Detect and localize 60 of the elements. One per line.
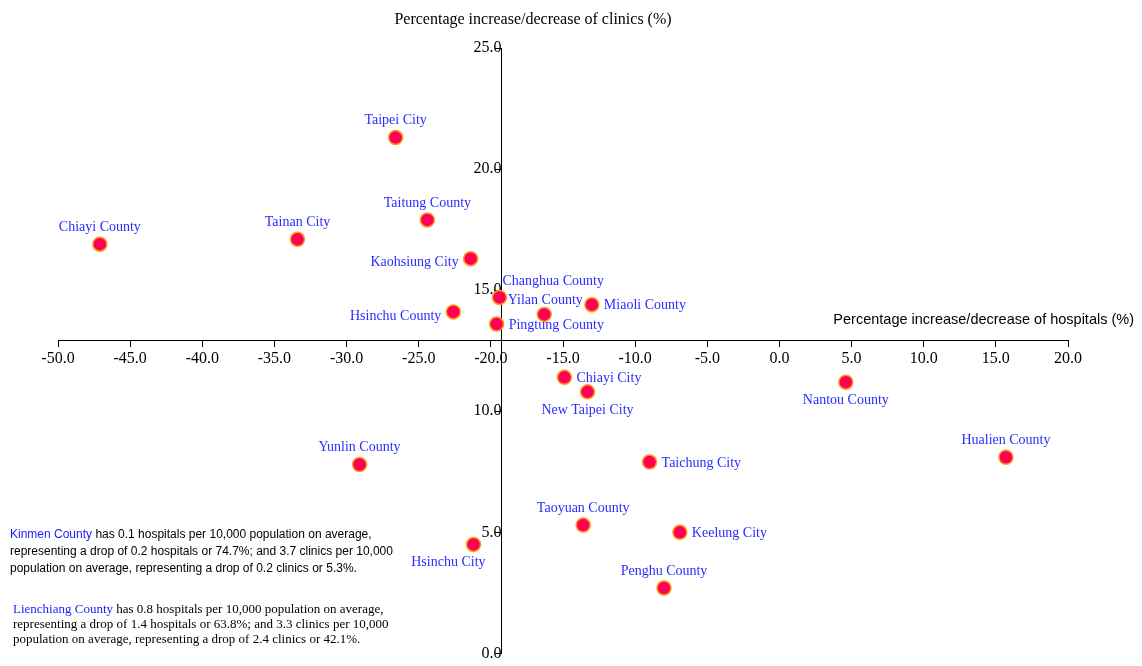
series-label: Penghu County: [620, 562, 708, 578]
series-label: Hsinchu County: [349, 307, 442, 323]
x-tick-label: -35.0: [257, 349, 292, 367]
x-tick-label: -25.0: [402, 349, 436, 367]
point: [641, 454, 658, 470]
point: [998, 449, 1014, 465]
series-label: Yunlin County: [318, 439, 401, 455]
series-label: Pingtung County: [508, 316, 604, 332]
series-label: Taichung City: [661, 454, 742, 470]
x-tick-label: -45.0: [113, 349, 147, 367]
point: [465, 536, 482, 553]
series-label: Nantou County: [802, 391, 889, 407]
x-tick-label: 0.0: [769, 349, 790, 367]
series-label: Taipei City: [364, 112, 427, 128]
series-label: Keelung City: [691, 524, 767, 540]
x-tick-label: -5.0: [694, 349, 720, 367]
y-tick-label: 0.0: [481, 643, 502, 661]
annotation: Kinmen County has 0.1 hospitals per 10,000 population on average, representing a drop of 0.2 hospitals or 74.7%; and 3.7 clinics per 10,000 population on average, representing a drop of 0.2 clinics or 5.3%.: [10, 526, 394, 577]
series-label: Miaoli County: [603, 297, 686, 313]
x-tick-label: -30.0: [329, 349, 364, 367]
point: [575, 517, 591, 533]
x-tick-label: -50.0: [41, 349, 75, 367]
point: [351, 456, 368, 473]
x-tick-label: -15.0: [546, 349, 580, 367]
point: [92, 236, 108, 252]
x-tick-label: 15.0: [981, 349, 1010, 367]
point: [488, 316, 505, 332]
annotation: Lienchiang County has 0.8 hospitals per 10,000 population on average, representing a drop of 1.4 hospitals or 63.8%; and 3.3 clinics per 10,000 population on average, representing a drop of 2.4 clinics or 42.1%.: [13, 601, 390, 646]
point: [387, 129, 404, 146]
series-label: Taoyuan County: [536, 499, 630, 515]
series-label: Chiayi County: [58, 218, 141, 234]
point: [672, 524, 688, 541]
point: [289, 231, 306, 248]
x-axis-title: Percentage increase/decrease of hospitals (%): [833, 311, 1134, 327]
point: [419, 212, 436, 228]
x-tick-label: 10.0: [909, 349, 938, 367]
series-label: Tainan City: [264, 213, 331, 229]
x-tick-label: 20.0: [1054, 349, 1082, 367]
x-tick-label: -10.0: [618, 349, 652, 367]
series-label: Hualien County: [961, 431, 1051, 447]
x-tick-label: -40.0: [185, 349, 219, 367]
point: [584, 296, 600, 313]
series-label: Chiayi City: [576, 370, 642, 386]
y-tick-label: 10.0: [473, 401, 502, 419]
series-label: Hsinchu City: [411, 554, 486, 570]
point: [556, 369, 573, 386]
series-label: Changhua County: [502, 273, 605, 289]
x-tick-label: 5.0: [841, 349, 862, 367]
series-label: Kaohsiung City: [370, 254, 459, 270]
y-tick-label: 25.0: [473, 38, 502, 56]
point: [579, 384, 596, 400]
point: [462, 250, 479, 267]
series-label: New Taipei City: [541, 401, 634, 417]
point: [445, 304, 462, 320]
series-label: Taitung County: [383, 194, 472, 210]
y-tick-label: 20.0: [473, 159, 502, 177]
y-axis-title: Percentage increase/decrease of clinics (%): [394, 10, 672, 28]
point: [656, 580, 672, 596]
series-label: Yilan County: [507, 292, 583, 308]
point: [838, 374, 854, 390]
